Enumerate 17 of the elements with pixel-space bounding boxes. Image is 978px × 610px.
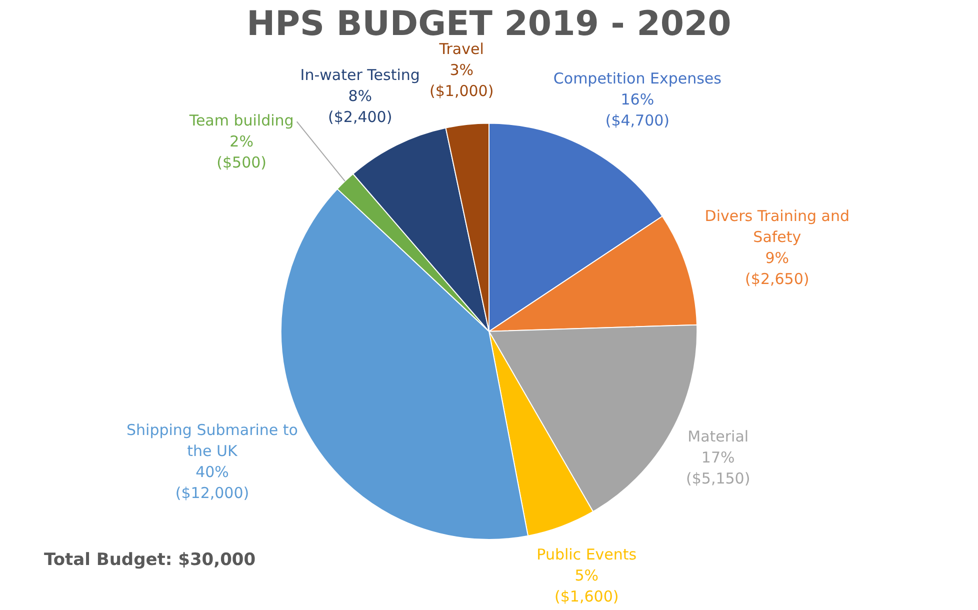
slice-label: Material bbox=[688, 428, 749, 446]
data-label: 16% ($4,700) bbox=[605, 90, 670, 130]
slice-label: Travel bbox=[438, 40, 484, 58]
slice-label: Public Events bbox=[536, 545, 637, 564]
text: Total Budget: $30,000 bbox=[44, 550, 256, 570]
data-label: 9% ($2,650) bbox=[745, 249, 810, 288]
slice-label: Team building bbox=[188, 111, 294, 130]
data-label: 8% ($2,400) bbox=[328, 86, 392, 126]
data-label: 5% ($1,600) bbox=[554, 566, 619, 606]
data-label: 3% ($1,000) bbox=[429, 61, 494, 100]
slice-label: Shipping Submarine to the UK bbox=[126, 420, 298, 460]
slice-label: Divers Training and Safety bbox=[704, 207, 850, 246]
slice-label: In-water Testing bbox=[300, 66, 420, 84]
data-label: 2% ($500) bbox=[216, 132, 267, 172]
data-label: 17% ($5,150) bbox=[686, 448, 750, 488]
slice-label: Competition Expenses bbox=[553, 70, 722, 88]
data-label: 40% ($12,000) bbox=[175, 462, 250, 502]
